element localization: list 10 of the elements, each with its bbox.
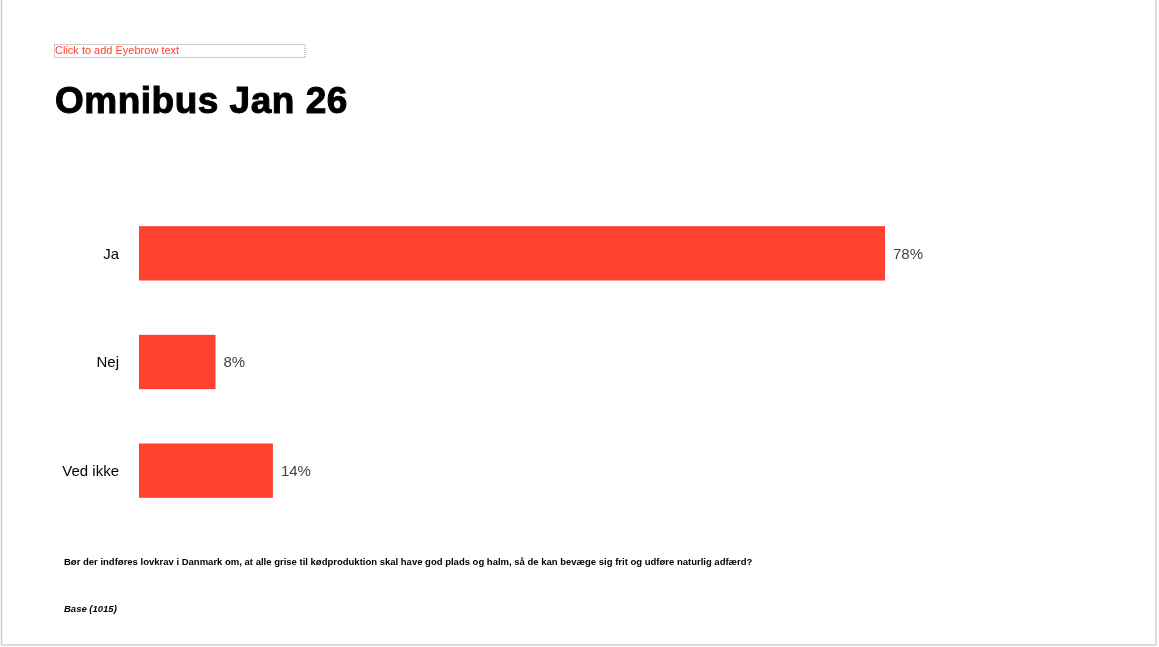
- data-label: 8%: [223, 353, 246, 371]
- text: Base (1015): [64, 603, 117, 614]
- y-tick-label: Ja: [103, 244, 120, 262]
- data-label: 78%: [893, 244, 924, 262]
- text: Click to add Eyebrow text: [55, 44, 180, 56]
- y-tick-label: Ved ikke: [62, 461, 119, 479]
- text: Bør der indføres lovkrav i Danmark om, at alle grise til kødproduktion skal have god plads og halm, så de kan bevæge sig frit og udføre naturlig adfærd?: [64, 556, 753, 567]
- y-tick-label: Nej: [96, 353, 119, 371]
- chart-title: Omnibus Jan 26: [55, 80, 348, 121]
- data-label: 14%: [280, 461, 311, 479]
